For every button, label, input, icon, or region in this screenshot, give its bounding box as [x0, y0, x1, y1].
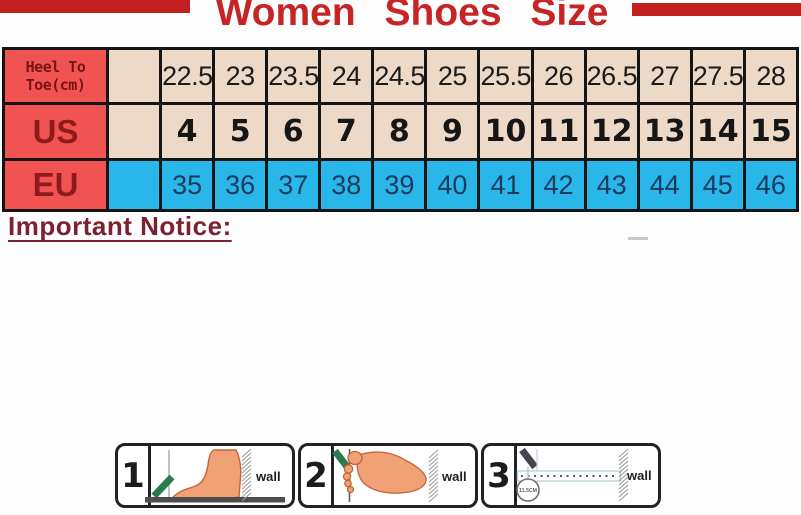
us-cell: 4 [159, 102, 216, 161]
measure-value: 11.5CM [519, 488, 537, 494]
eu-cell: 43 [583, 158, 640, 212]
cm-cell: 24 [318, 47, 375, 105]
us-cell: 5 [212, 102, 269, 161]
us-cell: 11 [530, 102, 587, 161]
cm-cell: 22.5 [159, 47, 216, 105]
cm-cell: 25 [424, 47, 481, 105]
us-cell: 7 [318, 102, 375, 161]
cm-cell: 23 [212, 47, 269, 105]
cm-cell: 23.5 [265, 47, 322, 105]
row-header-eu: EU [2, 158, 109, 212]
floor-bar [145, 497, 285, 503]
cm-cell: 27.5 [689, 47, 746, 105]
watermark-smudge [628, 237, 648, 240]
eu-cell: 35 [159, 158, 216, 212]
eu-cell: 41 [477, 158, 534, 212]
top-foot-diagram: wall [332, 448, 467, 503]
cm-cell: 28 [742, 47, 800, 105]
table-row-eu: EU 35 36 37 38 39 40 41 42 43 44 45 46 [2, 158, 800, 212]
measure-step-2: 2 wall [298, 443, 478, 508]
step-number: 1 [121, 455, 145, 496]
divider [331, 446, 334, 505]
us-cell: 14 [689, 102, 746, 161]
eu-cell: 46 [742, 158, 800, 212]
wall-label: wall [626, 468, 652, 483]
empty-cell [105, 102, 163, 161]
divider [148, 446, 151, 505]
table-row-us: US 4 5 6 7 8 9 10 11 12 13 14 15 [2, 102, 800, 161]
foot-side-icon [170, 449, 242, 502]
empty-cell [105, 158, 163, 212]
cm-cell: 26.5 [583, 47, 640, 105]
wall-hatch-icon [241, 448, 252, 502]
step-number: 2 [304, 455, 328, 496]
foot-top-icon [342, 450, 427, 494]
us-cell: 13 [636, 102, 693, 161]
us-cell: 10 [477, 102, 534, 161]
us-cell: 8 [371, 102, 428, 161]
measure-step-3: 3 11.5CM wall [481, 443, 661, 508]
measure-step-1: 1 wall [115, 443, 295, 508]
eu-cell: 36 [212, 158, 269, 212]
measure-badge [516, 478, 540, 502]
cm-cell: 26 [530, 47, 587, 105]
us-cell: 9 [424, 102, 481, 161]
cm-cell: 27 [636, 47, 693, 105]
side-foot-diagram: wall [145, 448, 285, 503]
title-bar-left [0, 0, 190, 13]
us-cell: 12 [583, 102, 640, 161]
eu-cell: 45 [689, 158, 746, 212]
us-cell: 6 [265, 102, 322, 161]
page-title: Women Shoes Size [215, 0, 609, 34]
title-bar-right [632, 3, 801, 16]
wall-hatch-icon [428, 449, 439, 503]
eu-cell: 40 [424, 158, 481, 212]
cm-cell: 25.5 [477, 47, 534, 105]
size-table: Heel To Toe(cm) 22.5 23 23.5 24 24.5 25 … [2, 47, 800, 212]
measure-length-diagram: 11.5CM wall [516, 447, 652, 502]
eu-cell: 44 [636, 158, 693, 212]
eu-cell: 37 [265, 158, 322, 212]
pencil-icon [519, 447, 538, 470]
step-number: 3 [487, 455, 511, 496]
row-header-heel-to-toe: Heel To Toe(cm) [2, 47, 109, 105]
wall-label: wall [441, 469, 467, 484]
eu-cell: 38 [318, 158, 375, 212]
eu-cell: 39 [371, 158, 428, 212]
row-header-us: US [2, 102, 109, 161]
divider [514, 446, 517, 505]
table-row-heel-to-toe: Heel To Toe(cm) 22.5 23 23.5 24 24.5 25 … [2, 47, 800, 105]
wall-label: wall [255, 469, 281, 484]
cm-cell: 24.5 [371, 47, 428, 105]
empty-cell [105, 47, 163, 105]
eu-cell: 42 [530, 158, 587, 212]
us-cell: 15 [742, 102, 800, 161]
green-marker-icon [151, 474, 175, 499]
important-notice: Important Notice: [8, 211, 232, 241]
